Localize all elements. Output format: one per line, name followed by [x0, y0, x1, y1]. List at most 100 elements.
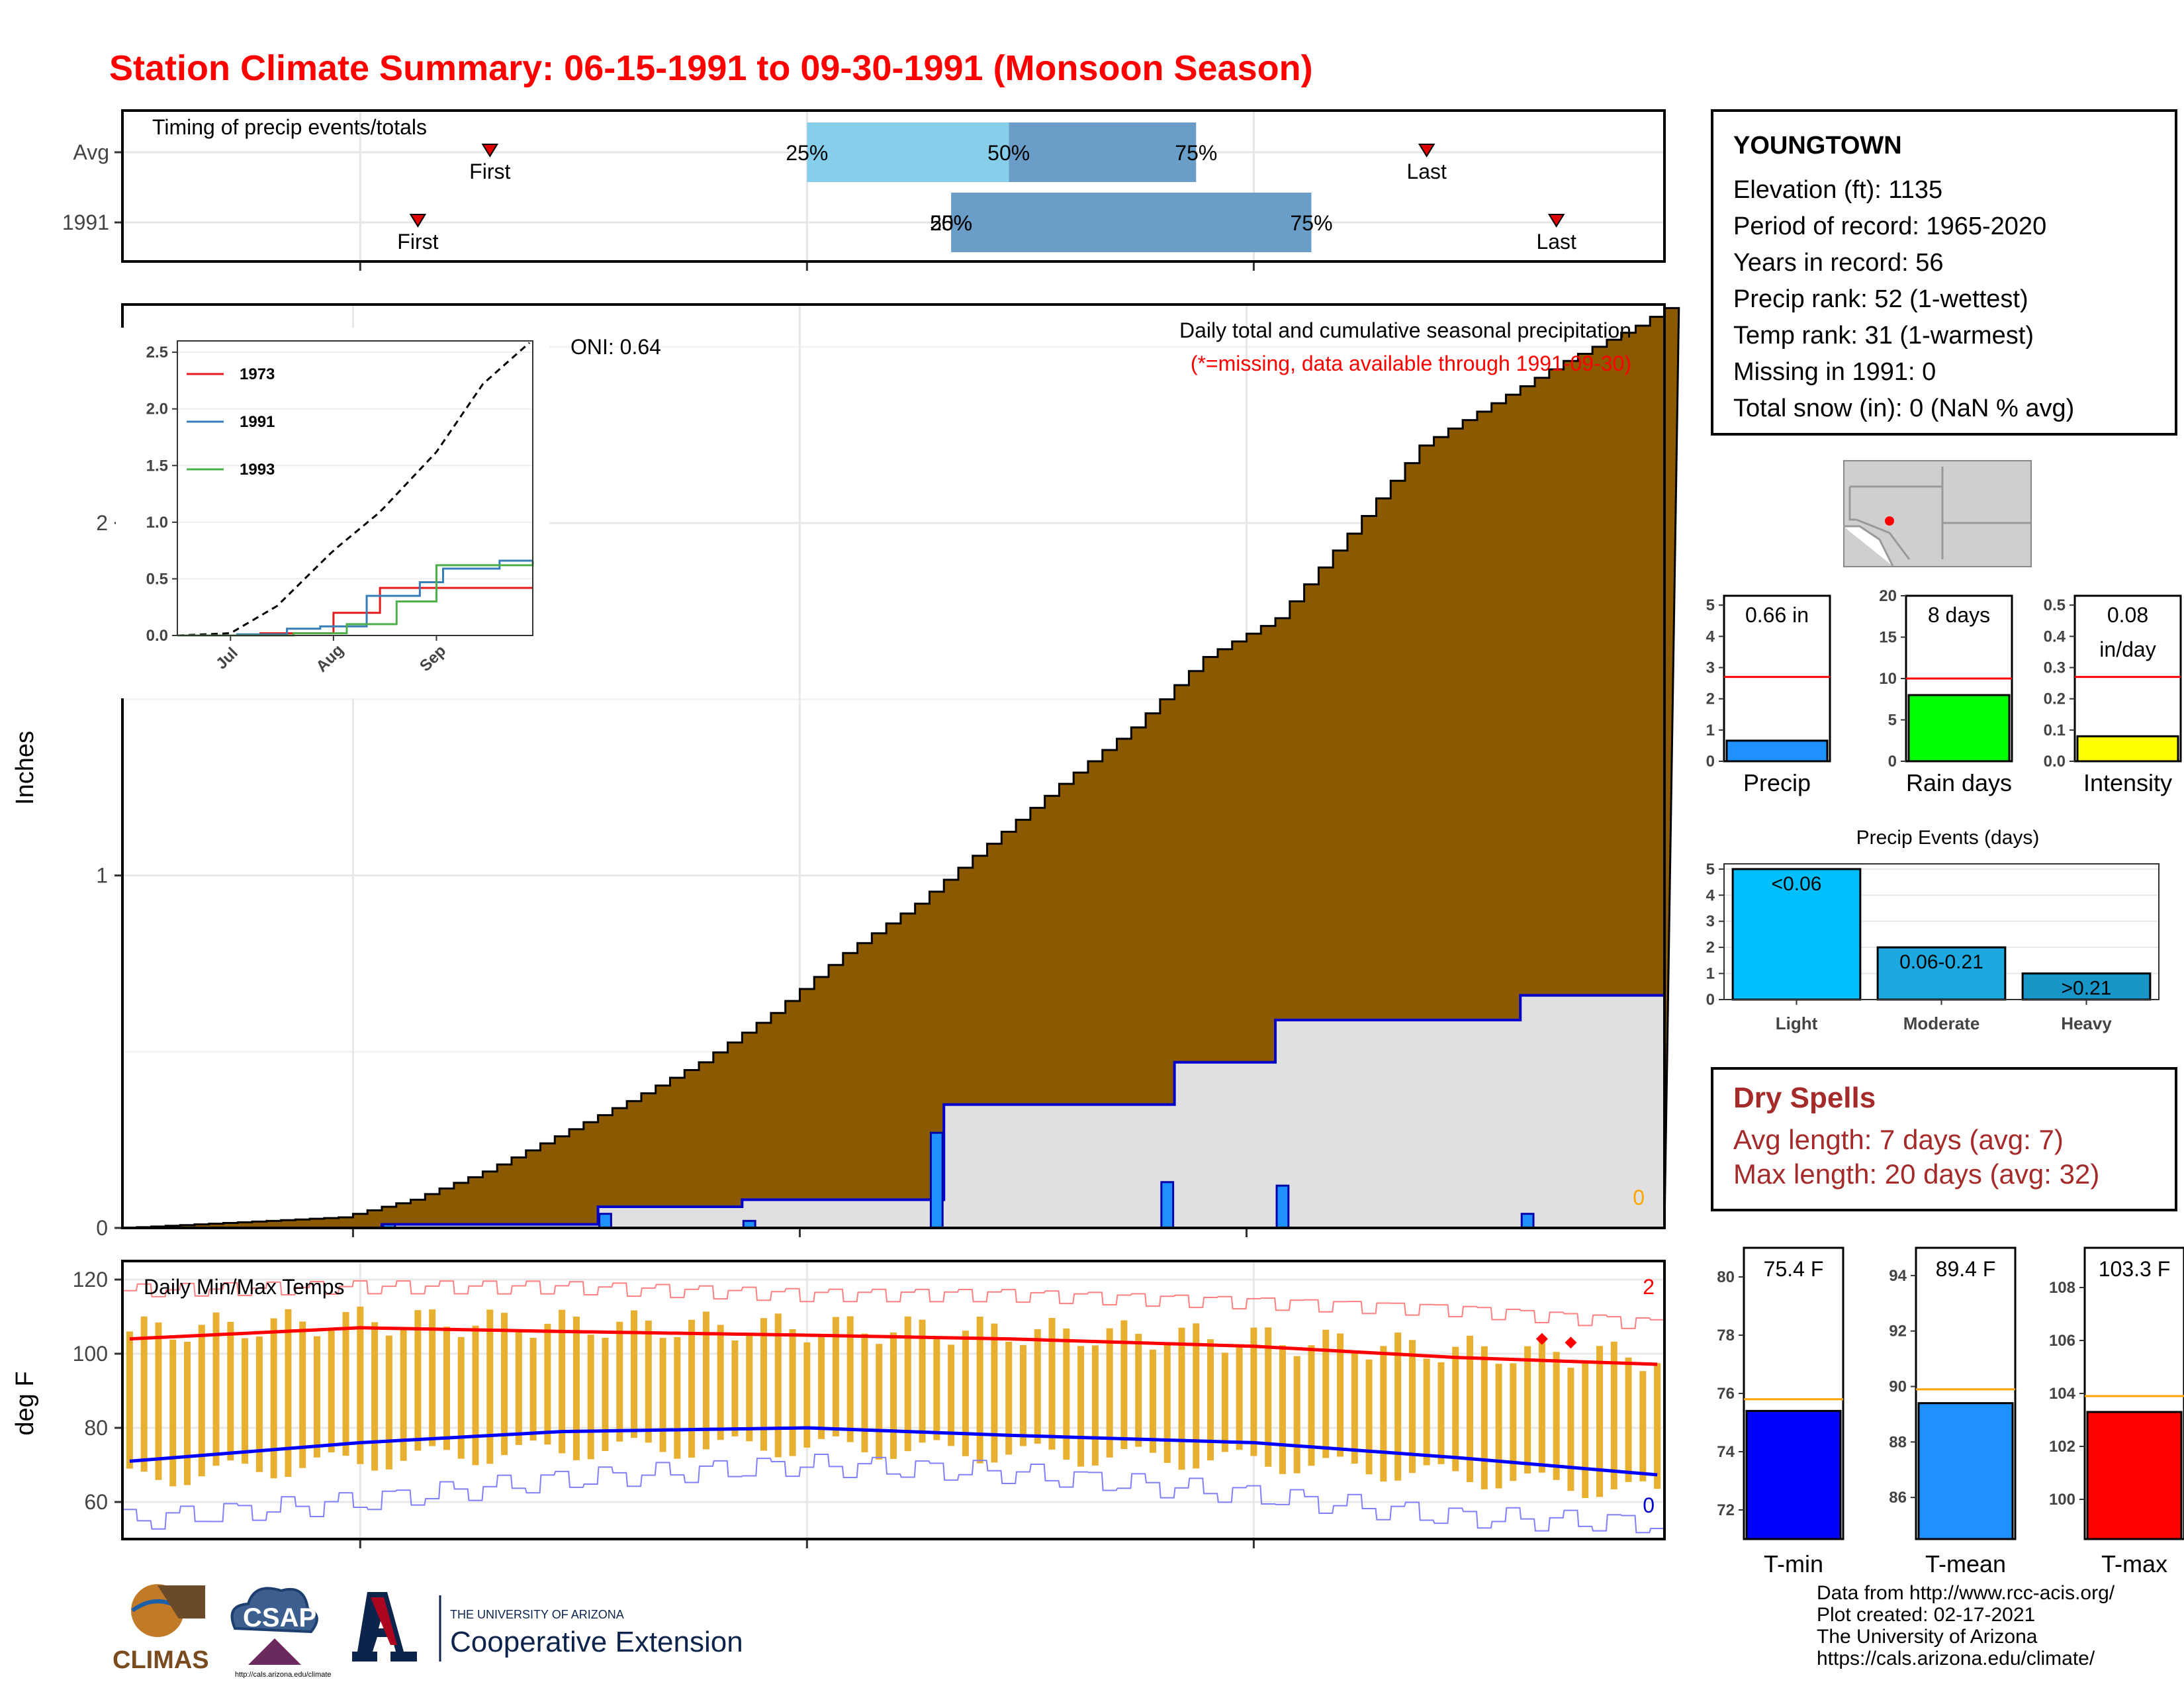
dry-spells-avg: Avg length: 7 days (avg: 7) — [1733, 1124, 2064, 1155]
precip-summary-ytick-label: 0 — [1706, 753, 1715, 771]
precip-summary-ytick-label: 2 — [1706, 690, 1715, 708]
intensity-summary-value: 0.08 — [2107, 603, 2148, 627]
temp-daily-bar — [991, 1323, 998, 1463]
dry-spells-title: Dry Spells — [1733, 1082, 1876, 1114]
raindays-summary-bar — [1907, 694, 2011, 763]
temp-daily-bar — [1293, 1356, 1300, 1474]
dry-spells-max: Max length: 20 days (avg: 32) — [1733, 1158, 2100, 1190]
temp-daily-bar — [486, 1309, 494, 1464]
tmin-summary-ytick-label: 72 — [1717, 1501, 1735, 1519]
precip-ytick-label: 0 — [96, 1216, 108, 1240]
tmin-summary-ytick-label: 74 — [1717, 1443, 1735, 1461]
raindays-summary-ytick-label: 10 — [1879, 670, 1897, 688]
temp-daily-bar — [1538, 1338, 1545, 1473]
temp-ytick-label: 120 — [73, 1268, 108, 1291]
inset-frame — [177, 340, 533, 636]
temp-daily-bar — [515, 1331, 522, 1445]
precip-1991-cumulative-line — [122, 994, 1664, 1229]
temp-daily-bar — [357, 1306, 364, 1464]
events-ytick-label: 4 — [1706, 886, 1715, 904]
temp-daily-bar — [140, 1316, 148, 1472]
temp-daily-bar — [1207, 1339, 1214, 1461]
temp-daily-bar — [1308, 1345, 1315, 1466]
raindays-summary-value: 8 days — [1928, 603, 1990, 627]
temp-daily-bar — [1236, 1344, 1243, 1450]
inset-ytick-label: 0.0 — [146, 627, 168, 645]
temp-daily-bar — [1120, 1320, 1128, 1449]
timing-frame — [121, 109, 1666, 263]
events-ytick-label: 1 — [1706, 965, 1715, 983]
temp-daily-bar — [212, 1312, 220, 1466]
precip-avg-cumulative-area — [122, 306, 1680, 1229]
temp-daily-bar — [457, 1336, 465, 1459]
temp-daily-bar — [1178, 1327, 1185, 1470]
intensity-summary-value-unit: in/day — [2099, 637, 2156, 661]
tmin-summary-ytick-label: 78 — [1717, 1327, 1735, 1344]
temp-daily-bar — [774, 1313, 782, 1458]
temp-xtick-label: Jul — [347, 1555, 374, 1556]
temp-daily-bar — [255, 1336, 263, 1472]
precip-summary-bar — [1725, 739, 1829, 763]
tmin-summary-ytick-label: 76 — [1717, 1385, 1735, 1403]
inset-legend-label: 1993 — [240, 461, 275, 479]
inset-ytick-label: 2.5 — [146, 344, 168, 361]
station-precip-rank: Precip rank: 52 (1-wettest) — [1733, 285, 2028, 313]
temp-xtick-label: Sep — [1235, 1555, 1273, 1556]
csap-url: http://cals.arizona.edu/climate — [235, 1671, 332, 1678]
logos: CLIMAS CSAP http://cals.arizona.edu/clim… — [113, 1584, 743, 1678]
precip-summary-frame — [1723, 594, 1831, 763]
temp-daily-bar — [1408, 1340, 1416, 1474]
temp-daily-bar — [1193, 1323, 1200, 1469]
temp-daily-bar — [1467, 1335, 1474, 1482]
temp-daily-bar — [443, 1327, 450, 1450]
station-name: YOUNGTOWN — [1733, 132, 1902, 160]
temp-daily-bar — [371, 1322, 379, 1471]
tmin-summary-value: 75.4 F — [1764, 1257, 1824, 1281]
timing-q25-label: 25% — [786, 141, 828, 165]
ua-logo: THE UNIVERSITY OF ARIZONA Cooperative Ex… — [352, 1592, 743, 1662]
temp-daily-bar — [1380, 1346, 1387, 1482]
temp-daily-bar — [1423, 1358, 1430, 1466]
temp-daily-bar — [948, 1344, 955, 1446]
map-coast — [1843, 525, 1894, 567]
temp-daily-bar — [616, 1321, 623, 1442]
temp-record-marker — [1535, 1333, 1548, 1345]
station-info: YOUNGTOWN Elevation (ft): 1135 Period of… — [1711, 109, 2177, 436]
credit-data-source: Data from http://www.rcc-acis.org/ — [1817, 1582, 2115, 1604]
temp-daily-bar — [1480, 1346, 1488, 1489]
events-frame — [1723, 863, 2160, 1000]
temp-daily-bar — [572, 1316, 580, 1460]
temp-ytick-label: 80 — [84, 1416, 108, 1440]
temp-daily-bar — [328, 1331, 335, 1453]
temp-daily-bar — [1106, 1328, 1113, 1458]
precip-daily-bar — [598, 1213, 612, 1229]
temp-daily-bar — [1365, 1359, 1373, 1475]
temp-daily-bar — [1437, 1362, 1445, 1464]
ua-small-text: THE UNIVERSITY OF ARIZONA — [450, 1608, 624, 1621]
timing-q50-label: 50% — [987, 141, 1030, 165]
tmean-summary-ytick-label: 86 — [1889, 1489, 1907, 1507]
temp-daily-bar — [299, 1321, 306, 1468]
intensity-summary-frame — [2073, 594, 2182, 763]
station-period: Period of record: 1965-2020 — [1733, 212, 2047, 240]
dry-spells-box: Dry Spells Avg length: 7 days (avg: 7) M… — [1711, 1067, 2177, 1211]
precip-daily-bar — [1275, 1184, 1290, 1229]
precip-summary-value: 0.66 in — [1745, 603, 1809, 627]
temp-daily-bar — [1279, 1345, 1286, 1474]
timing-first-marker — [481, 144, 499, 158]
temp-daily-bar — [746, 1336, 753, 1442]
temp-daily-bar — [587, 1335, 594, 1460]
precip-oni: ONI: 0.64 — [570, 335, 661, 359]
tmax-summary-bar — [2086, 1411, 2183, 1540]
tmin-summary-label: T-min — [1764, 1550, 1823, 1577]
climas-logo: CLIMAS — [113, 1584, 209, 1674]
station-temp-rank: Temp rank: 31 (1-warmest) — [1733, 322, 2034, 350]
precip-ylabel: Inches — [11, 731, 39, 805]
temp-daily-bar — [846, 1316, 854, 1442]
timing-first-label: First — [397, 230, 438, 254]
tmax-summary-ytick-label: 108 — [2049, 1279, 2075, 1297]
temp-avg-min-line — [129, 1426, 1658, 1477]
timing-row-label: Avg — [73, 140, 109, 164]
temp-daily-bar — [169, 1339, 177, 1487]
